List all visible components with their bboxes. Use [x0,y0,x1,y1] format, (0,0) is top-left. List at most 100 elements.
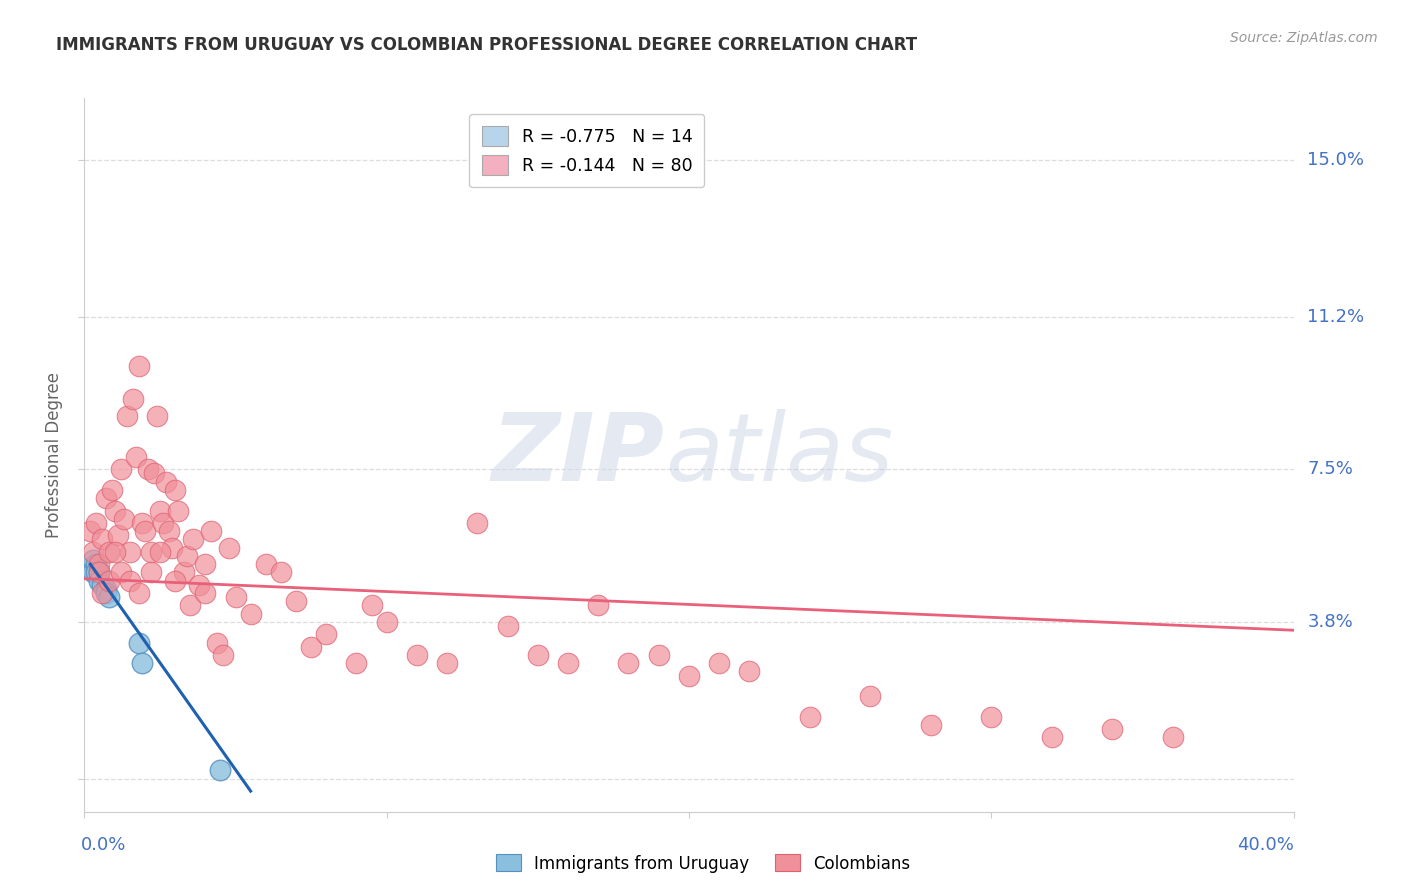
Point [89,558,111,572]
Point [181,533,204,547]
Point [212,648,235,662]
Point [163,483,186,497]
Point [200,524,222,539]
Text: 7.5%: 7.5% [1308,460,1354,478]
Point [557,657,579,671]
Text: Source: ZipAtlas.com: Source: ZipAtlas.com [1230,31,1378,45]
Text: 15.0%: 15.0% [1308,151,1364,169]
Point [131,657,153,671]
Point [118,545,141,559]
Point [134,524,156,539]
Point [86,566,108,580]
Point [104,503,127,517]
Point [315,627,337,641]
Point [980,710,1002,724]
Point [100,483,122,497]
Point [179,599,201,613]
Point [1040,731,1063,745]
Point [139,566,162,580]
Point [136,462,159,476]
Point [375,615,398,629]
Point [112,512,135,526]
Point [86,516,108,530]
Point [920,718,942,732]
Point [121,392,143,407]
Point [139,545,162,559]
Point [155,475,177,489]
Point [270,566,292,580]
Point [194,586,217,600]
Point [299,640,322,654]
Point [496,619,519,633]
Point [107,528,129,542]
Point [94,582,117,596]
Text: 0.0%: 0.0% [82,837,127,855]
Point [157,524,180,539]
Point [188,578,211,592]
Point [1161,731,1184,745]
Point [149,503,172,517]
Point [218,541,240,555]
Text: ZIP: ZIP [492,409,665,501]
Point [142,467,165,481]
Text: 40.0%: 40.0% [1237,837,1294,855]
Point [436,657,458,671]
Point [647,648,671,662]
Point [91,578,114,592]
Point [128,635,150,649]
Point [97,591,120,605]
Point [588,599,610,613]
Point [163,574,186,588]
Point [97,574,120,588]
Point [738,665,761,679]
Point [152,516,174,530]
Text: atlas: atlas [665,409,893,500]
Point [617,657,640,671]
Point [360,599,382,613]
Point [859,690,882,704]
Point [225,591,247,605]
Point [167,503,190,517]
Point [82,545,104,559]
Point [118,574,141,588]
Point [207,635,229,649]
Text: 11.2%: 11.2% [1308,308,1365,326]
Point [89,566,111,580]
Point [284,594,308,608]
Point [131,516,153,530]
Point [467,516,489,530]
Point [89,566,111,580]
Point [86,558,108,572]
Point [194,558,217,572]
Point [146,409,169,423]
Point [94,491,117,506]
Point [346,657,368,671]
Point [89,574,111,588]
Point [176,549,198,563]
Point [799,710,821,724]
Point [104,545,127,559]
Point [1101,723,1123,737]
Point [125,450,148,464]
Point [82,553,104,567]
Legend: R = -0.775   N = 14, R = -0.144   N = 80: R = -0.775 N = 14, R = -0.144 N = 80 [470,114,704,187]
Point [406,648,429,662]
Point [209,764,232,778]
Point [94,586,117,600]
Point [110,462,132,476]
Y-axis label: Professional Degree: Professional Degree [45,372,63,538]
Point [79,524,101,539]
Point [128,359,150,374]
Point [128,586,150,600]
Point [91,533,114,547]
Point [678,668,700,682]
Point [82,566,104,580]
Point [91,586,114,600]
Text: IMMIGRANTS FROM URUGUAY VS COLOMBIAN PROFESSIONAL DEGREE CORRELATION CHART: IMMIGRANTS FROM URUGUAY VS COLOMBIAN PRO… [56,36,917,54]
Point [97,545,120,559]
Point [526,648,548,662]
Point [709,657,731,671]
Point [254,558,277,572]
Legend: Immigrants from Uruguay, Colombians: Immigrants from Uruguay, Colombians [489,847,917,880]
Point [115,409,138,423]
